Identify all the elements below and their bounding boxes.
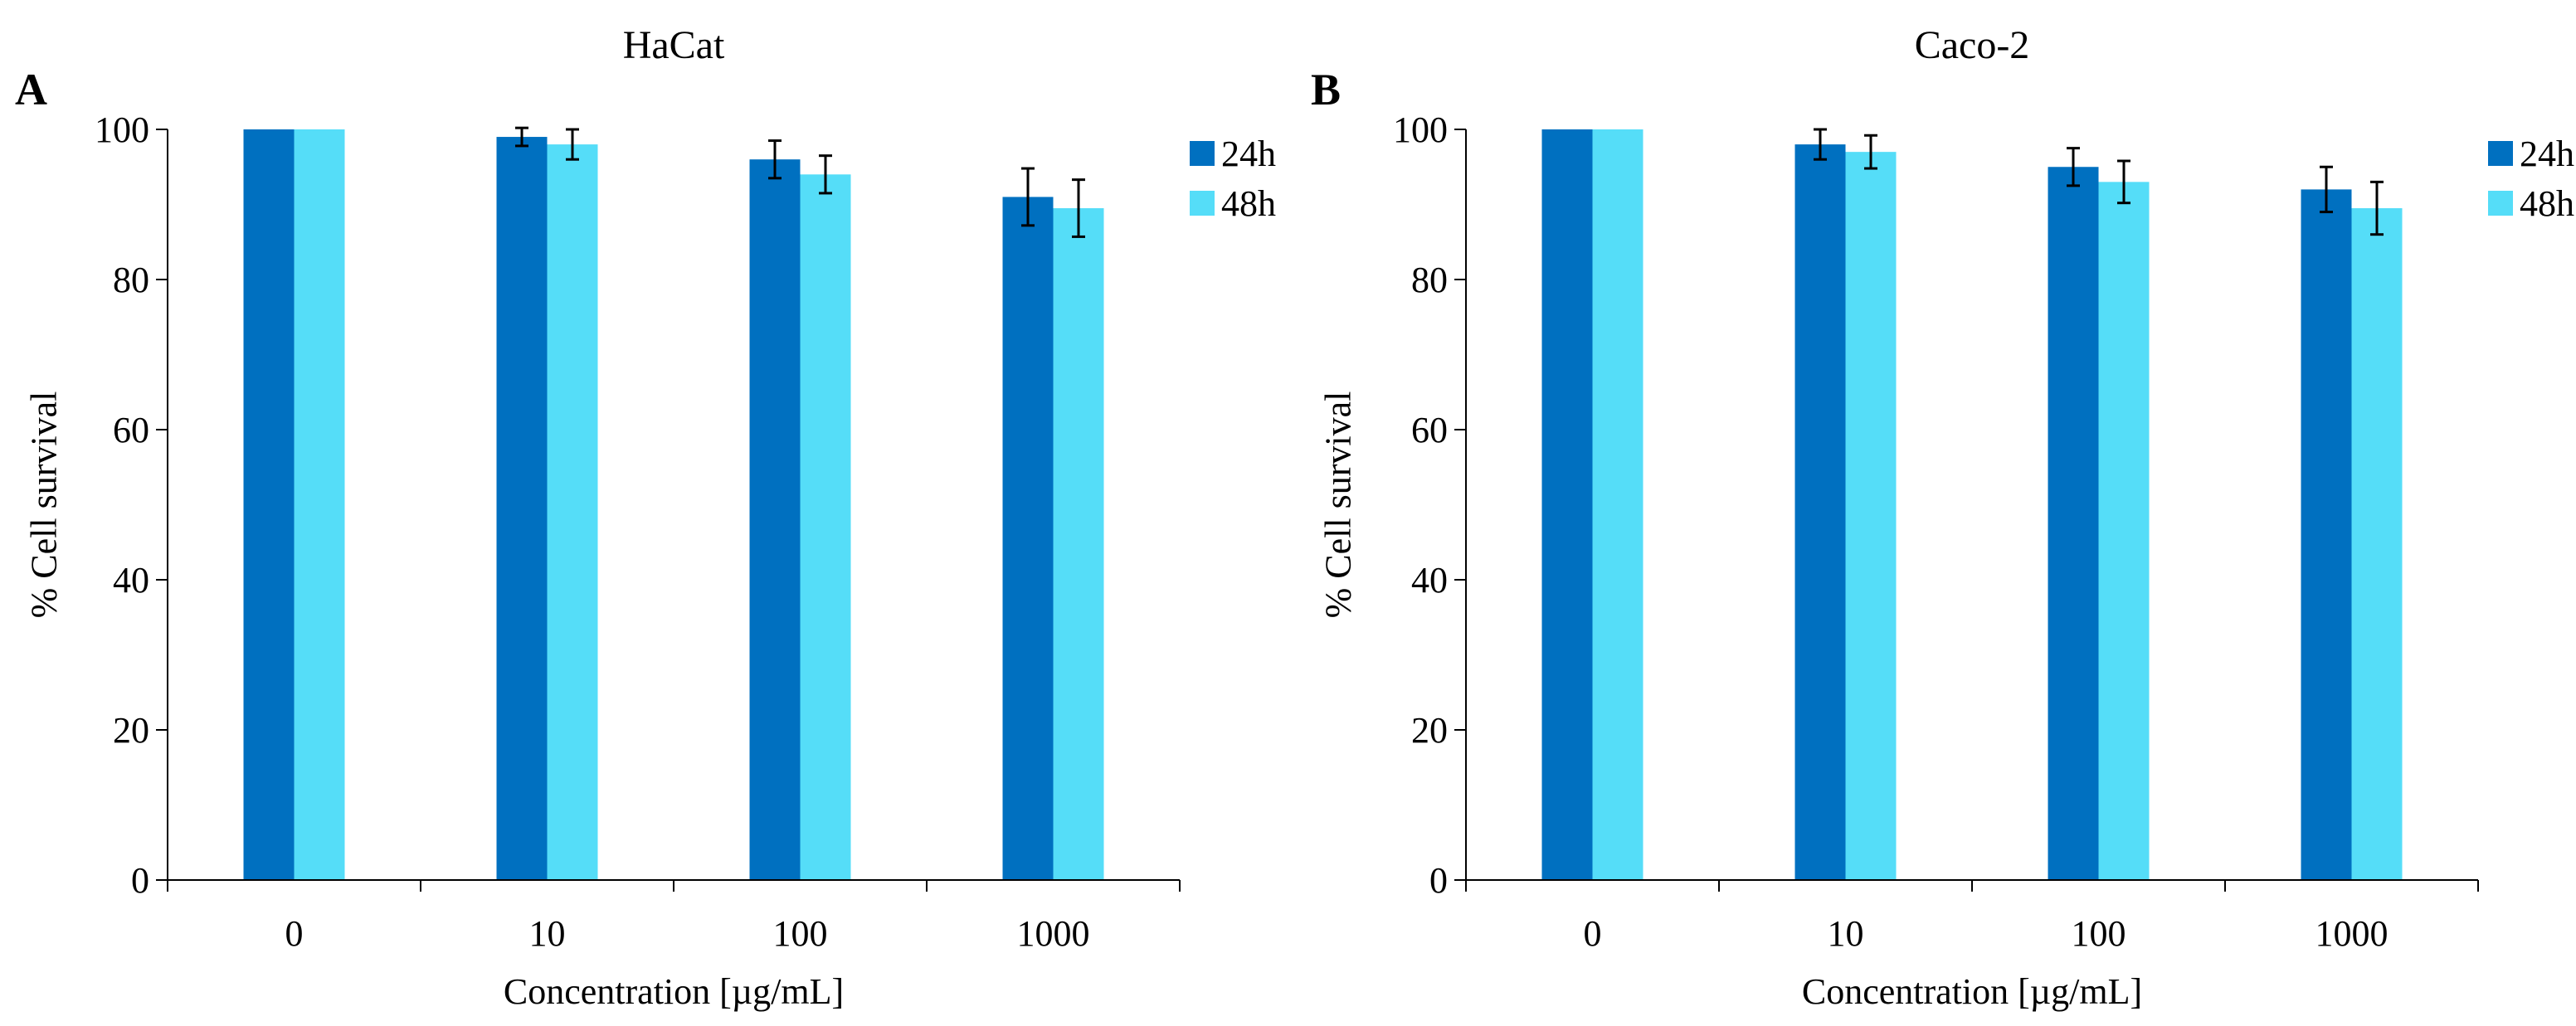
y-tick-label: 100	[1393, 109, 1448, 150]
bar-24h-10	[496, 137, 548, 881]
error-bar-48h-1000	[2370, 180, 2384, 236]
x-tick-label: 10	[1828, 913, 1864, 954]
y-tick-label: 60	[113, 410, 149, 450]
error-bar-48h-100	[2117, 159, 2130, 205]
legend-label: 24h	[1221, 134, 1276, 174]
error-bar-24h-1000	[1021, 167, 1035, 227]
y-axis-label: % Cell survival	[23, 391, 64, 619]
error-bar-48h-100	[819, 154, 832, 195]
x-axis-label: Concentration [µg/mL]	[1802, 971, 2142, 1012]
y-tick-label: 0	[131, 860, 149, 901]
bar-48h-0	[294, 129, 345, 880]
x-tick-label: 10	[529, 913, 566, 954]
panel-letter: A	[15, 65, 47, 114]
legend-item-48h: 48h	[1190, 183, 1276, 224]
bar-24h-0	[1541, 129, 1593, 880]
error-bar-24h-10	[515, 126, 528, 148]
x-tick-label: 1000	[1017, 913, 1090, 954]
error-bar-24h-100	[768, 139, 782, 180]
y-tick-label: 80	[1411, 260, 1448, 300]
error-bar-48h-10	[566, 128, 579, 161]
x-tick-label: 100	[773, 913, 828, 954]
x-tick-label: 0	[1584, 913, 1602, 954]
bar-48h-10	[547, 144, 598, 881]
y-tick-label: 60	[1411, 410, 1448, 450]
legend-swatch	[1190, 191, 1215, 216]
legend-swatch	[1190, 141, 1215, 166]
y-tick-label: 20	[1411, 710, 1448, 751]
x-axis-label: Concentration [µg/mL]	[504, 971, 844, 1012]
chart-panel-caco-2: B Caco-2 0 20 40 60 80 100 % Cell survival 0 10 100…	[1311, 23, 2574, 1012]
error-bar-24h-100	[2067, 147, 2080, 187]
chart-panel-hacat: A HaCat 0 20 40 60 80 100 % Cell survival 0 10 100 1…	[15, 23, 1276, 1012]
x-tick-label: 100	[2072, 913, 2126, 954]
panel-letter: B	[1311, 65, 1341, 114]
bar-24h-10	[1794, 144, 1846, 881]
bar-48h-0	[1592, 129, 1643, 880]
y-tick-label: 0	[1429, 860, 1448, 901]
bar-48h-1000	[1053, 208, 1104, 880]
legend-label: 24h	[2520, 134, 2574, 174]
legend-item-48h: 48h	[2488, 183, 2574, 224]
error-bar-24h-1000	[2320, 165, 2333, 214]
legend-item-24h: 24h	[2488, 134, 2574, 174]
y-tick-label: 100	[95, 109, 149, 150]
bar-24h-100	[749, 159, 801, 880]
x-tick-label: 1000	[2315, 913, 2389, 954]
y-tick-label: 40	[113, 560, 149, 601]
bar-48h-1000	[2351, 208, 2403, 880]
legend-item-24h: 24h	[1190, 134, 1276, 174]
legend-swatch	[2488, 141, 2513, 166]
error-bar-48h-10	[1864, 134, 1877, 170]
bar-24h-1000	[2301, 189, 2352, 880]
legend-swatch	[2488, 191, 2513, 216]
bar-24h-100	[2048, 167, 2099, 880]
bar-48h-100	[2098, 182, 2150, 881]
bar-24h-0	[243, 129, 295, 880]
chart-title: Caco-2	[1915, 23, 2030, 67]
y-tick-label: 40	[1411, 560, 1448, 601]
bar-48h-100	[800, 174, 851, 881]
y-tick-label: 80	[113, 260, 149, 300]
error-bar-24h-10	[1814, 128, 1827, 161]
legend-label: 48h	[1221, 183, 1276, 224]
legend-label: 48h	[2520, 183, 2574, 224]
x-tick-label: 0	[285, 913, 304, 954]
chart-title: HaCat	[623, 23, 725, 67]
bar-24h-1000	[1002, 197, 1054, 880]
y-tick-label: 20	[113, 710, 149, 751]
bar-48h-10	[1845, 152, 1897, 880]
error-bar-48h-1000	[1072, 178, 1085, 238]
y-axis-label: % Cell survival	[1317, 391, 1358, 619]
